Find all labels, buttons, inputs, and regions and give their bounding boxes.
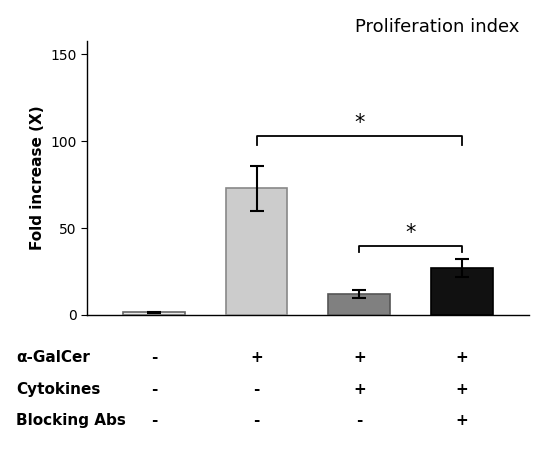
Text: +: + [353,350,366,365]
Y-axis label: Fold increase (X): Fold increase (X) [30,105,45,250]
Text: +: + [250,350,263,365]
Bar [123,312,185,315]
Bar [431,268,493,315]
Text: -: - [253,413,260,428]
Text: -: - [356,413,362,428]
Text: *: * [354,113,365,134]
Text: +: + [456,382,468,397]
Text: -: - [151,350,157,365]
Text: -: - [151,382,157,397]
Text: -: - [151,413,157,428]
Text: -: - [253,382,260,397]
Text: Blocking Abs: Blocking Abs [16,413,126,428]
Text: +: + [456,413,468,428]
Bar [226,188,287,315]
Text: Proliferation index: Proliferation index [355,18,520,36]
Text: Cytokines: Cytokines [16,382,101,397]
Text: +: + [456,350,468,365]
Text: +: + [353,382,366,397]
Bar [329,294,390,315]
Text: α-GalCer: α-GalCer [16,350,90,365]
Text: *: * [405,223,416,243]
